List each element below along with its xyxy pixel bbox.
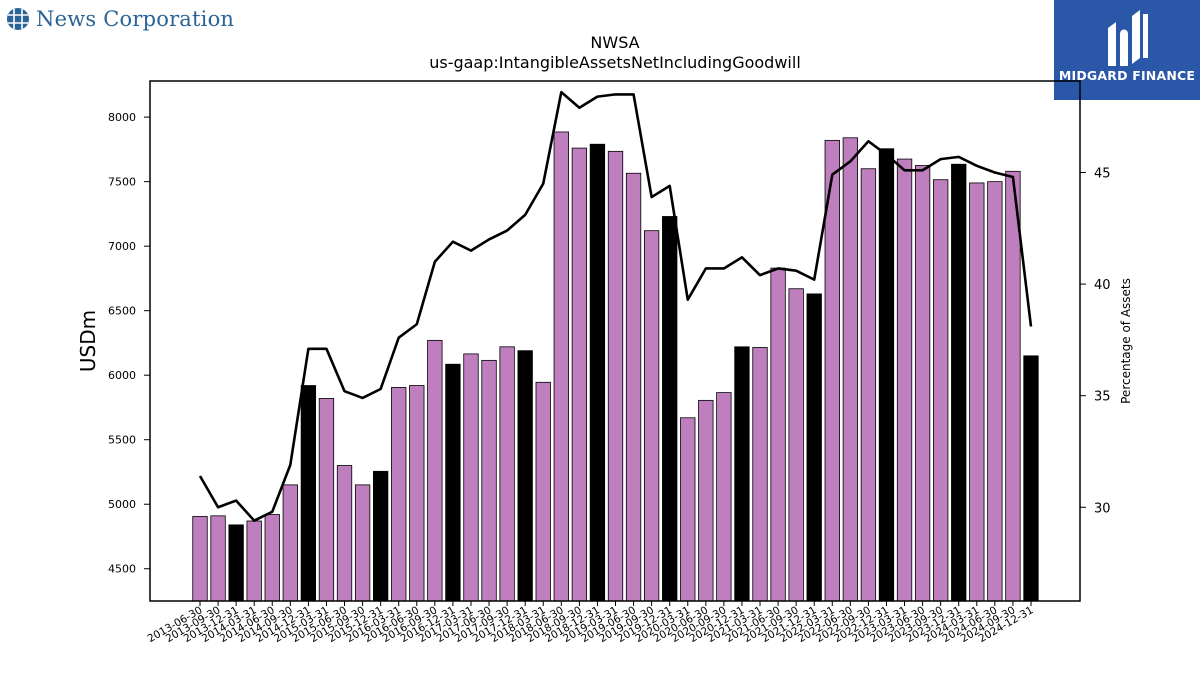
midgard-finance-logo: MIDGARD FINANCE: [1054, 0, 1200, 100]
bar-2020-12-31: [734, 346, 750, 602]
y-axis-ticks: 4500 5000 5500 6000 6500 7000 7500 8000: [108, 111, 150, 576]
bar-2017-03-31: [463, 353, 479, 602]
bar-2023-03-31: [896, 158, 913, 602]
bar-2023-06-30: [914, 165, 931, 602]
bar-2016-03-31: [391, 387, 407, 602]
bar-2021-03-31: [752, 347, 768, 602]
chart-title: NWSA: [590, 33, 639, 52]
bar-2017-06-30: [481, 359, 497, 602]
midgard-finance-logo-text: MIDGARD FINANCE: [1058, 68, 1196, 83]
bar-2017-12-31: [517, 350, 533, 602]
bar-2016-12-31: [445, 363, 461, 602]
bar-2024-03-31: [969, 182, 985, 602]
bar-2013-09-30: [210, 515, 226, 602]
y-axis-label: USDm: [76, 310, 100, 372]
y2-tick-label: 45: [1094, 167, 1111, 182]
y-tick-label: 6000: [108, 369, 136, 382]
y2-tick-label: 35: [1094, 390, 1111, 405]
bar-2022-09-30: [860, 168, 877, 602]
y2-axis-ticks: 30 35 40 45: [1080, 167, 1111, 516]
x-axis-ticks: 2013-06-302013-09-302013-12-312014-03-31…: [146, 601, 1035, 645]
bar-2014-03-31: [246, 520, 262, 602]
bar-2023-09-30: [933, 179, 949, 602]
bar-2023-12-31: [951, 163, 967, 602]
bar-2018-12-31: [589, 143, 606, 602]
bar-2014-06-30: [264, 514, 280, 602]
bar-2020-06-30: [698, 399, 714, 602]
globe-grid-icon: [7, 8, 29, 30]
bar-2022-12-31: [878, 148, 895, 602]
bar-2016-09-30: [427, 339, 443, 602]
bar-group: [192, 131, 1039, 602]
bar-2018-06-30: [553, 131, 569, 602]
percentage-line: [198, 90, 1033, 522]
y2-tick-label: 30: [1094, 501, 1111, 516]
chart-subtitle: us-gaap:IntangibleAssetsNetIncludingGood…: [429, 53, 801, 72]
bar-2013-12-31: [228, 524, 244, 602]
y-tick-label: 5000: [108, 498, 136, 511]
bar-2018-03-31: [535, 381, 551, 602]
bar-2021-12-31: [806, 293, 822, 602]
bar-2019-12-31: [662, 216, 678, 602]
y-tick-label: 6500: [108, 305, 136, 318]
bar-2015-03-31: [318, 398, 335, 602]
news-corporation-logo-text: News Corporation: [36, 7, 235, 31]
bar-2018-09-30: [571, 147, 588, 602]
bar-2021-06-30: [770, 267, 786, 602]
bar-2014-09-30: [282, 484, 298, 602]
bar-2024-09-30: [1005, 170, 1021, 602]
news-corporation-logo: News Corporation: [6, 4, 234, 34]
bar-2022-06-30: [842, 137, 858, 602]
y-tick-label: 8000: [108, 111, 136, 124]
bar-2013-06-30: [192, 516, 208, 602]
bar-2014-12-31: [300, 385, 317, 602]
bar-2016-06-30: [409, 385, 425, 602]
bar-2024-12-31: [1023, 355, 1039, 602]
y2-axis-label: Percentage of Assets: [1119, 278, 1133, 404]
bar-2019-09-30: [643, 230, 660, 602]
bar-2015-09-30: [354, 484, 371, 602]
bar-2017-09-30: [499, 346, 515, 602]
bar-2021-09-30: [788, 288, 804, 602]
bar-2020-03-31: [680, 417, 696, 602]
bar-2015-06-30: [336, 465, 353, 602]
y2-tick-label: 40: [1094, 278, 1111, 293]
y-tick-label: 5500: [108, 434, 136, 447]
bar-2024-06-30: [987, 181, 1003, 602]
y-tick-label: 7500: [108, 176, 136, 189]
bar-2019-03-31: [607, 150, 624, 602]
bar-2019-06-30: [625, 172, 642, 602]
bar-2015-12-31: [372, 470, 389, 602]
bar-2020-09-30: [716, 392, 732, 602]
y-tick-label: 4500: [108, 563, 136, 576]
midgard-monogram-icon: [1108, 10, 1148, 66]
y-tick-label: 7000: [108, 240, 136, 253]
